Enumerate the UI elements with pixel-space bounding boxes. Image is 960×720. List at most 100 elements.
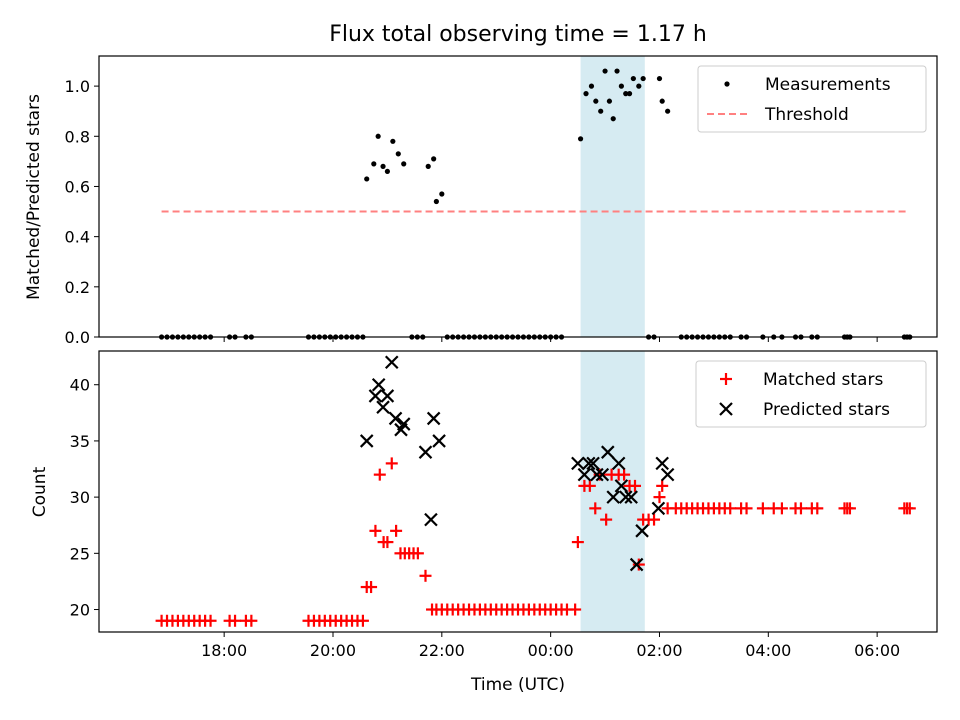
bottom-y-tick-label: 20 [70, 601, 90, 620]
matched-stars-point [229, 614, 242, 627]
measurement-point [636, 83, 642, 89]
predicted-stars-point [624, 490, 638, 504]
measurement-point [395, 151, 401, 157]
measurement-point [425, 163, 431, 169]
predicted-stars-point [601, 445, 615, 459]
predicted-stars-point [655, 456, 669, 471]
predicted-stars-point [629, 557, 644, 572]
matched-stars-point [632, 558, 645, 571]
legend-matched-label: Matched stars [763, 370, 883, 390]
measurement-point [626, 91, 633, 97]
matched-stars-point [740, 502, 753, 515]
predicted-stars-point [426, 411, 441, 426]
matched-stars-point [648, 513, 661, 526]
bottom-y-axis-label: Count [30, 466, 50, 517]
matched-stars-point [356, 614, 369, 627]
bottom-y-tick-label: 30 [70, 488, 90, 507]
top-y-tick-label: 0.2 [65, 278, 90, 297]
predicted-stars-point [595, 467, 610, 482]
matched-stars-point [373, 468, 386, 481]
top-x-axis-ticks [223, 337, 878, 342]
measurement-point [640, 75, 646, 82]
top-highlight-span [580, 56, 645, 337]
measurement-point [665, 108, 671, 114]
bottom-y-tick-label: 25 [70, 544, 90, 563]
matched-stars-point [369, 524, 382, 537]
predicted-stars-point [384, 355, 399, 370]
measurement-point [439, 191, 445, 197]
matched-stars-point [903, 502, 916, 515]
predicted-stars-point [577, 467, 592, 482]
predicted-stars-point [396, 417, 411, 431]
x-tick-label: 04:00 [745, 641, 791, 660]
measurement-point [614, 68, 620, 74]
matched-stars-point [204, 614, 217, 627]
top-y-tick-label: 1.0 [65, 77, 90, 96]
measurement-point [431, 156, 437, 162]
measurement-point [623, 91, 629, 97]
predicted-stars-point [635, 524, 649, 538]
matched-stars-point [385, 457, 398, 470]
x-tick-label: 00:00 [528, 641, 574, 660]
bottom-y-tick-label: 35 [70, 432, 90, 451]
predicted-stars-point [359, 434, 374, 448]
top-legend: Measurements Threshold [697, 65, 927, 133]
measurement-point [390, 138, 396, 144]
matched-stars-point [245, 614, 258, 627]
predicted-stars-point [424, 512, 438, 527]
bottom-x-axis: 18:00 20:00 22:00 00:00 02:00 04:00 06:00 [201, 632, 900, 660]
predicted-stars-point [590, 467, 604, 482]
predicted-stars-point [571, 456, 585, 471]
bottom-plot-frame [98, 350, 938, 633]
matched-stars-point [628, 479, 641, 492]
matched-stars-point [653, 491, 666, 504]
predicted-stars-point [388, 411, 403, 426]
matched-stars-point [794, 502, 807, 515]
matched-stars-point [775, 502, 788, 515]
matched-stars-point [390, 524, 403, 537]
measurement-point [656, 75, 663, 82]
predicted-stars-point [614, 479, 629, 493]
predicted-stars-point [380, 389, 395, 403]
predicted-stars-point [651, 501, 666, 516]
matched-stars-point [724, 502, 737, 515]
measurement-point [375, 133, 381, 139]
measurement-point [380, 163, 386, 169]
measurement-point [401, 161, 407, 167]
top-y-tick-label: 0.0 [65, 328, 90, 347]
matched-stars-point [618, 468, 631, 481]
top-y-tick-label: 0.6 [65, 177, 90, 196]
measurement-point [583, 91, 589, 97]
measurement-point [602, 68, 608, 74]
predicted-stars-point [660, 467, 675, 482]
predicted-stars-point [606, 490, 621, 504]
predicted-stars-point [618, 490, 633, 504]
bottom-panel: 20 25 30 35 40 18:00 20:00 22:00 00:00 02:00 04:0… [30, 350, 938, 695]
x-tick-label: 22:00 [419, 641, 465, 660]
matched-stars-point [381, 536, 394, 549]
x-axis-label: Time (UTC) [470, 675, 565, 695]
top-y-axis: 0.0 0.2 0.4 0.6 0.8 1.0 [65, 77, 99, 347]
measurement-point [364, 176, 370, 182]
matched-stars-point [583, 479, 596, 492]
measurement-point [598, 108, 604, 114]
measurement-point [371, 161, 377, 167]
bottom-marks [155, 355, 916, 627]
legend-matched-marker [720, 373, 732, 385]
measurement-point [593, 98, 599, 104]
top-panel: 0.0 0.2 0.4 0.6 0.8 1.0 Matched/Predicted sta… [24, 55, 938, 347]
legend-predicted-marker [719, 402, 733, 416]
predicted-stars-point [368, 389, 383, 403]
measurement-point [630, 75, 636, 82]
bottom-y-axis: 20 25 30 35 40 [70, 376, 99, 620]
matched-stars-point [600, 513, 613, 526]
x-tick-label: 02:00 [636, 641, 682, 660]
predicted-stars-point [432, 434, 446, 448]
predicted-stars-point [581, 456, 596, 471]
figure-title: Flux total observing time = 1.17 h [329, 22, 707, 47]
measurement-point [577, 136, 584, 142]
matched-stars-point [569, 603, 582, 616]
legend-threshold-label: Threshold [764, 105, 849, 125]
predicted-stars-point [418, 445, 433, 459]
